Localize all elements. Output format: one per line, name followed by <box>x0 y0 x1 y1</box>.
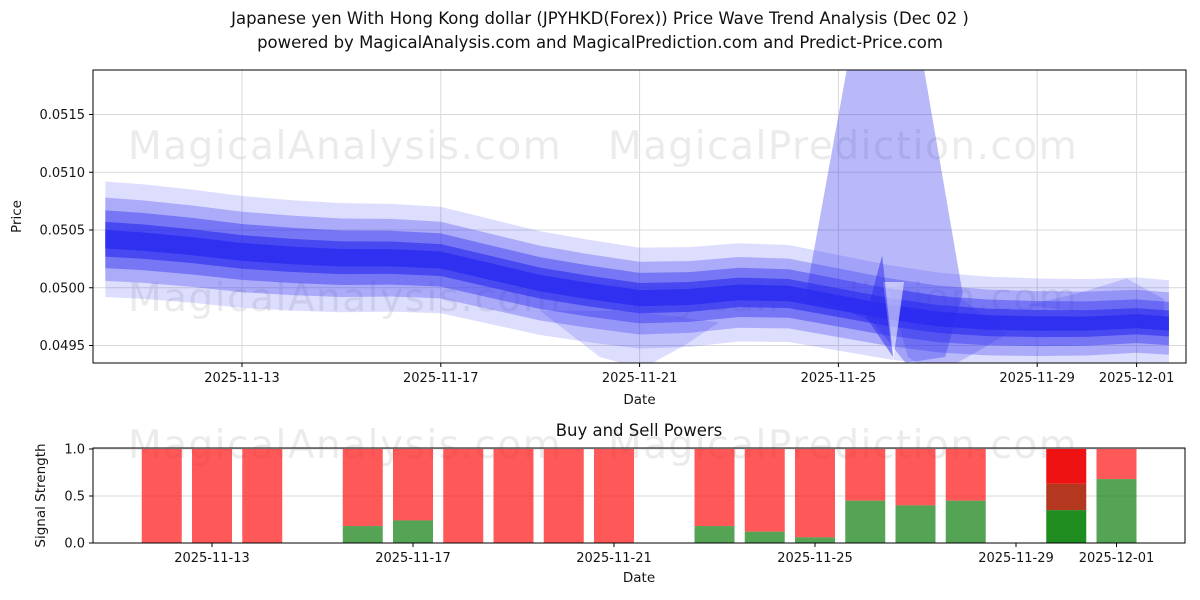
sell-bar-segment <box>141 449 182 543</box>
bar-2025-11-17 <box>393 449 433 543</box>
x-tick-label: 2025-11-17 <box>375 551 451 566</box>
bar-2025-11-13 <box>192 449 232 543</box>
buy-bar-segment <box>393 520 433 543</box>
buy-bar-segment <box>795 537 835 543</box>
y-tick-label: 0.0510 <box>40 166 86 181</box>
upper-wisp-right <box>1027 278 1164 317</box>
y-tick-label: 0.0505 <box>40 224 86 239</box>
buy-bar-segment <box>342 526 383 543</box>
sell-bar-segment <box>845 449 886 501</box>
sell-bar-segment <box>1096 449 1137 480</box>
bar-2025-11-24 <box>744 449 785 543</box>
chart-title: Japanese yen With Hong Kong dollar (JPYH… <box>231 9 969 28</box>
x-tick-label: 2025-11-29 <box>978 551 1054 566</box>
bar-2025-11-19 <box>493 449 534 543</box>
bar-2025-11-27 <box>895 449 936 543</box>
y-tick-label: 0.0515 <box>40 108 86 123</box>
x-axis-label: Date <box>623 392 655 408</box>
buy-bar-segment <box>845 500 886 543</box>
x-tick-label: 2025-11-17 <box>403 371 479 386</box>
sell-bar-segment <box>493 449 534 543</box>
narrow-spike <box>865 255 894 358</box>
sell-bar-segment <box>192 449 232 543</box>
bar-2025-12-01 <box>1096 449 1137 543</box>
sell-bar-segment <box>242 449 283 543</box>
sell-bar-segment <box>945 449 986 501</box>
sell-bar-segment <box>443 449 484 543</box>
x-tick-label: 2025-11-29 <box>999 371 1075 386</box>
x-tick-label: 2025-11-21 <box>602 371 678 386</box>
bar-2025-11-21 <box>594 449 634 543</box>
watermark-prediction: MagicalPrediction.com <box>608 423 1079 468</box>
sell-bar-segment <box>795 449 835 538</box>
sell-bar-segment <box>543 449 584 543</box>
y-tick-label: 0.5 <box>64 490 85 505</box>
power-chart: 0.0 0.5 1.0 2025-11-13 2025-11-17 2025-11-21 2… <box>33 421 1186 586</box>
price-wave-band <box>105 70 1169 363</box>
bar-2025-11-20 <box>543 449 584 543</box>
mixed-bar-segment <box>1046 510 1087 543</box>
bar-2025-11-23 <box>694 449 735 543</box>
mixed-bar-segment <box>1046 483 1087 511</box>
x-axis-label: Date <box>623 570 655 586</box>
bar-2025-11-14 <box>242 449 283 543</box>
bar-2025-11-12 <box>141 449 182 543</box>
bar-2025-11-16 <box>342 449 383 543</box>
chart-subtitle: powered by MagicalAnalysis.com and Magic… <box>257 33 943 52</box>
notch-gap <box>883 281 905 362</box>
buy-bar-segment <box>1096 479 1137 543</box>
bar-2025-11-28 <box>945 449 986 543</box>
x-tick-label: 2025-12-01 <box>1099 371 1175 386</box>
x-tick-label: 2025-12-01 <box>1079 551 1155 566</box>
x-tick-label: 2025-11-25 <box>777 551 853 566</box>
sell-bar-segment <box>594 449 634 543</box>
buy-bar-segment <box>895 505 936 543</box>
price-band-core <box>105 230 1169 331</box>
bar-2025-11-18 <box>443 449 484 543</box>
sell-bar-segment <box>342 449 383 527</box>
buy-bar-segment <box>945 500 986 543</box>
watermark-prediction: MagicalPrediction.com <box>608 124 1078 169</box>
price-chart: 0.0495 0.0500 0.0505 0.0510 0.0515 2025-11-13… <box>9 69 1187 408</box>
sell-bar-segment <box>694 449 735 527</box>
x-tick-label: 2025-11-21 <box>576 551 652 566</box>
x-tick-label: 2025-11-25 <box>801 371 877 386</box>
x-tick-label: 2025-11-13 <box>204 371 280 386</box>
power-chart-title: Buy and Sell Powers <box>556 421 723 440</box>
lower-bulge-left <box>540 310 720 363</box>
buy-bar-segment <box>694 526 735 543</box>
bar-2025-11-25 <box>795 449 835 543</box>
watermark-analysis: MagicalAnalysis.com <box>128 124 563 169</box>
mixed-bar-segment <box>1046 449 1087 484</box>
y-tick-label: 1.0 <box>64 443 85 458</box>
bar-2025-11-30 <box>1046 449 1087 543</box>
sell-bar-segment <box>744 449 785 532</box>
forecast-spike-main <box>806 70 963 363</box>
y-axis-label: Signal Strength <box>33 443 49 547</box>
sell-bar-segment <box>895 449 936 506</box>
power-bars <box>141 449 1137 543</box>
y-axis-label: Price <box>9 200 25 233</box>
y-tick-label: 0.0500 <box>40 281 86 296</box>
x-tick-label: 2025-11-13 <box>174 551 250 566</box>
y-tick-label: 0.0 <box>64 537 85 552</box>
buy-bar-segment <box>744 531 785 543</box>
y-tick-label: 0.0495 <box>40 339 86 354</box>
bar-2025-11-26 <box>845 449 886 543</box>
sell-bar-segment <box>393 449 433 521</box>
